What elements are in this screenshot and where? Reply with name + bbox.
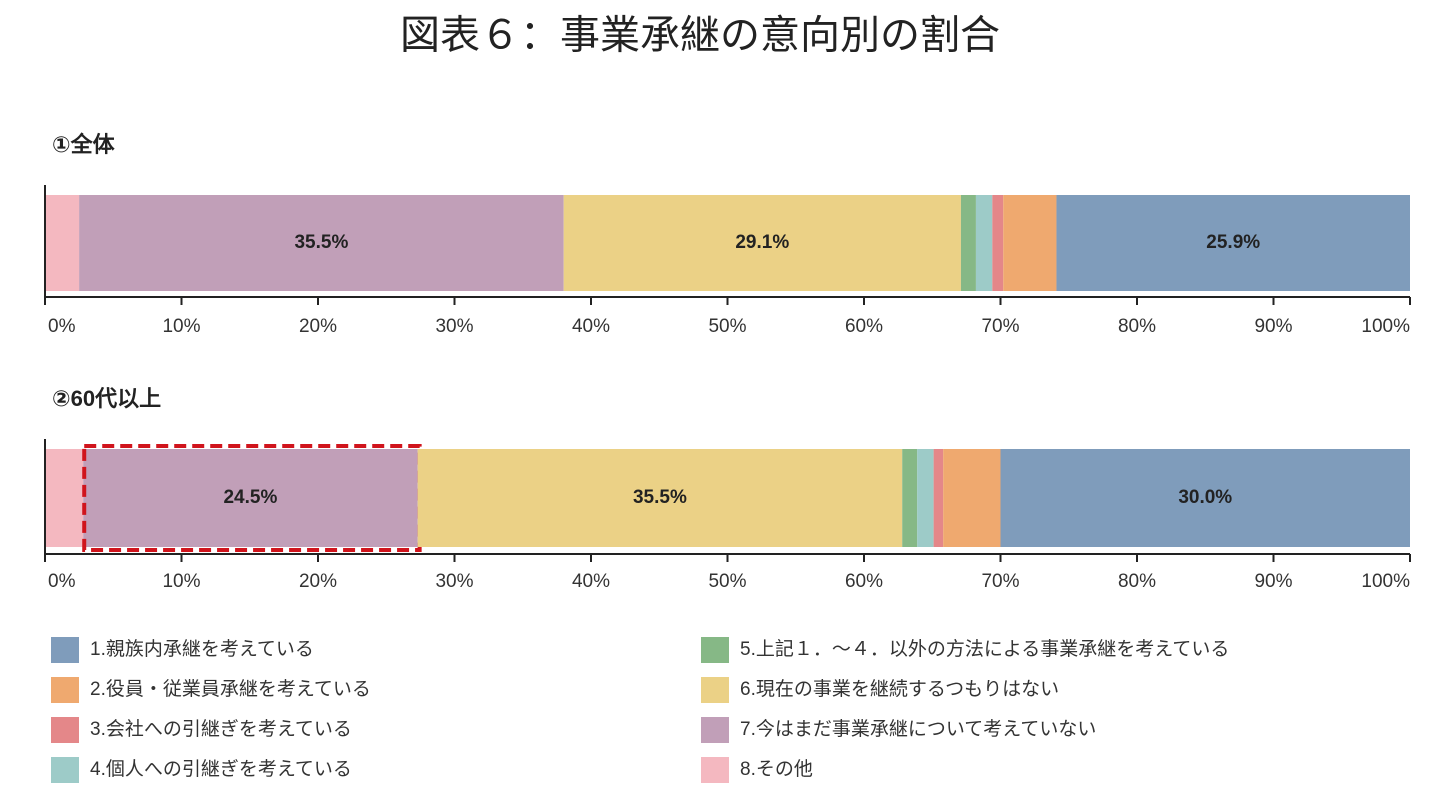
x-tick-label: 40% (572, 316, 610, 337)
x-tick-label: 60% (845, 316, 883, 337)
legend-label: 2.役員・従業員承継を考えている (90, 678, 371, 700)
x-tick-label: 10% (162, 571, 200, 592)
panel-title: ②60代以上 (52, 386, 161, 411)
bar-segment (943, 449, 1001, 547)
x-tick-label: 30% (435, 571, 473, 592)
legend-swatch (51, 757, 79, 783)
bar-segment (83, 449, 418, 547)
x-tick-label: 50% (708, 316, 746, 337)
legend-swatch (701, 637, 729, 663)
legend-label: 5.上記１．～４．以外の方法による事業承継を考えている (740, 638, 1229, 660)
x-tick-label: 10% (162, 316, 200, 337)
x-tick-label: 70% (981, 571, 1019, 592)
bar-segment (933, 449, 944, 547)
value-label: 25.9% (1206, 232, 1260, 253)
x-tick-label: 90% (1254, 571, 1292, 592)
legend-label: 3.会社への引継ぎを考えている (90, 718, 352, 740)
x-tick-label: 30% (435, 316, 473, 337)
value-label: 35.5% (633, 487, 687, 508)
legend-label: 8.その他 (740, 758, 813, 780)
x-tick-label: 90% (1254, 316, 1292, 337)
x-tick-label: 100% (1361, 316, 1410, 337)
legend-label: 4.個人への引継ぎを考えている (90, 758, 352, 780)
value-label: 29.1% (735, 232, 789, 253)
value-label: 30.0% (1178, 487, 1232, 508)
bar-segment (79, 195, 564, 291)
legend-label: 6.現在の事業を継続するつもりはない (740, 678, 1059, 700)
value-label: 24.5% (223, 487, 277, 508)
x-tick-label: 100% (1361, 571, 1410, 592)
legend-label: 7.今はまだ事業承継について考えていない (740, 718, 1096, 740)
bar-segment (975, 195, 993, 291)
x-tick-label: 0% (48, 571, 76, 592)
x-tick-label: 40% (572, 571, 610, 592)
chart-title: 図表６：事業承継の意向別の割合 (400, 14, 1000, 58)
legend-swatch (701, 757, 729, 783)
legend-swatch (51, 717, 79, 743)
legend-swatch (701, 677, 729, 703)
x-tick-label: 0% (48, 316, 76, 337)
value-label: 35.5% (294, 232, 348, 253)
bar-segment (417, 449, 903, 547)
bar-segment (45, 449, 84, 547)
bar-segment (902, 449, 918, 547)
bar-segment (1003, 195, 1057, 291)
x-tick-label: 80% (1118, 316, 1156, 337)
legend-swatch (51, 637, 79, 663)
bar-segment (992, 195, 1004, 291)
legend-label: 1.親族内承継を考えている (90, 638, 314, 660)
panel-title: ①全体 (52, 132, 116, 157)
x-tick-label: 20% (299, 571, 337, 592)
x-tick-label: 70% (981, 316, 1019, 337)
bar-segment (917, 449, 934, 547)
bar-segment (1056, 195, 1410, 291)
legend-swatch (51, 677, 79, 703)
x-tick-label: 60% (845, 571, 883, 592)
bar-segment (1000, 449, 1410, 547)
bar-segment (45, 195, 80, 291)
x-tick-label: 80% (1118, 571, 1156, 592)
bar-segment (563, 195, 961, 291)
legend-swatch (701, 717, 729, 743)
x-tick-label: 50% (708, 571, 746, 592)
bar-segment (960, 195, 976, 291)
x-tick-label: 20% (299, 316, 337, 337)
